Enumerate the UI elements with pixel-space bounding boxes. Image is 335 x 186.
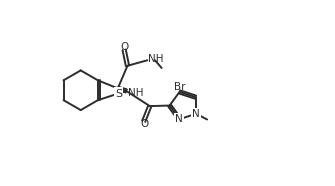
Text: S: S bbox=[115, 89, 122, 99]
Text: N: N bbox=[192, 109, 200, 119]
Text: N: N bbox=[175, 114, 183, 124]
Text: NH: NH bbox=[148, 54, 163, 64]
Text: NH: NH bbox=[128, 88, 143, 98]
Text: O: O bbox=[120, 42, 128, 52]
Text: Br: Br bbox=[174, 82, 185, 92]
Text: O: O bbox=[140, 119, 148, 129]
